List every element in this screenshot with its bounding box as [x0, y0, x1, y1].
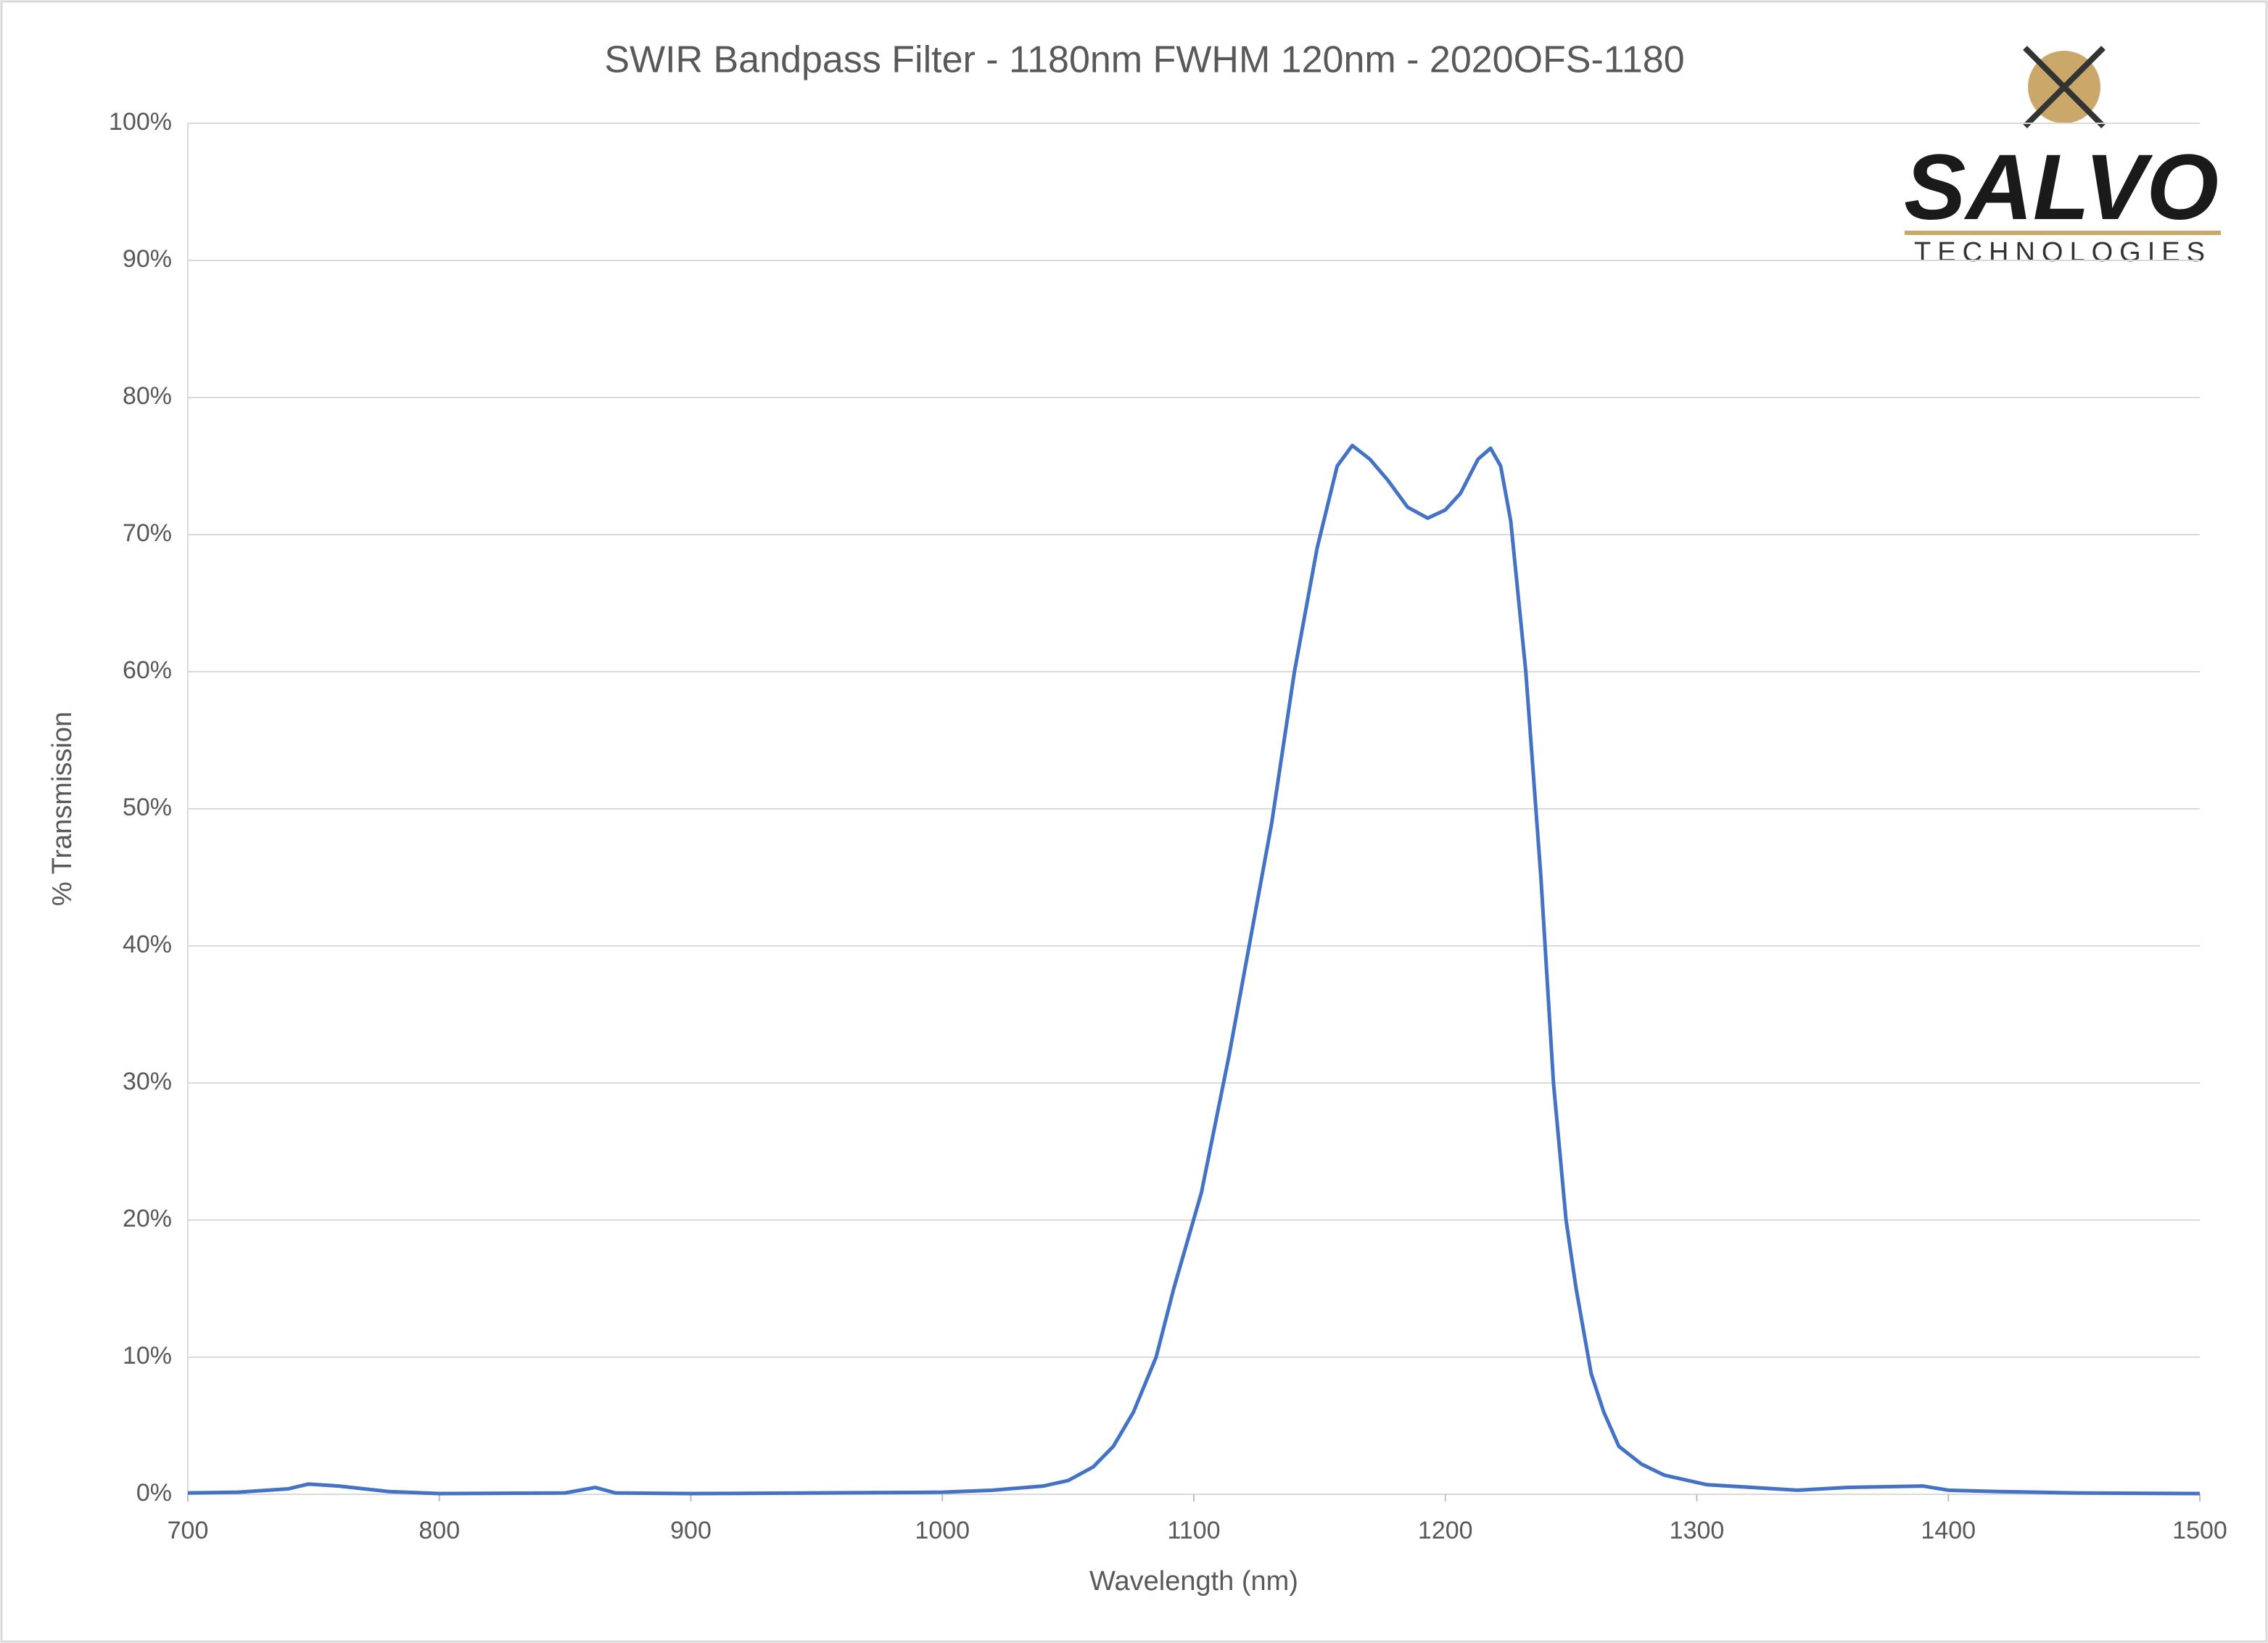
- x-tick-label: 1000: [915, 1517, 970, 1544]
- x-tick-label: 1400: [1921, 1517, 1976, 1544]
- x-tick-label: 900: [670, 1517, 712, 1544]
- y-tick-label: 30%: [123, 1068, 172, 1095]
- x-tick-label: 1500: [2172, 1517, 2227, 1544]
- logo-emblem: [2023, 46, 2106, 128]
- y-tick-label: 40%: [123, 931, 172, 958]
- chart-title: SWIR Bandpass Filter - 1180nm FWHM 120nm…: [604, 39, 1684, 81]
- y-tick-label: 90%: [123, 245, 172, 273]
- data-line: [187, 443, 2201, 1496]
- y-tick-label: 80%: [123, 382, 172, 410]
- logo-rule: [1905, 231, 2221, 235]
- x-tick-label: 800: [418, 1517, 460, 1544]
- x-tick-label: 1300: [1670, 1517, 1725, 1544]
- y-tick-label: 50%: [123, 794, 172, 821]
- x-tick-label: 700: [168, 1517, 209, 1544]
- x-tick-label: 1200: [1418, 1517, 1473, 1544]
- logo: SALVO TECHNOLOGIES: [1904, 46, 2221, 268]
- logo-name: SALVO: [1904, 136, 2219, 239]
- y-tick-label: 20%: [123, 1205, 172, 1232]
- y-tick-label: 0%: [136, 1479, 172, 1507]
- y-tick-label: 10%: [123, 1342, 172, 1370]
- y-tick-label: 60%: [123, 656, 172, 684]
- y-tick-label: 70%: [123, 519, 172, 547]
- x-tick-label: 1100: [1167, 1517, 1220, 1544]
- logo-tagline: TECHNOLOGIES: [1914, 237, 2211, 268]
- y-axis-label: % Transmission: [47, 712, 78, 906]
- x-axis-label: Wavelength (nm): [1089, 1566, 1298, 1597]
- y-tick-label: 100%: [109, 108, 172, 136]
